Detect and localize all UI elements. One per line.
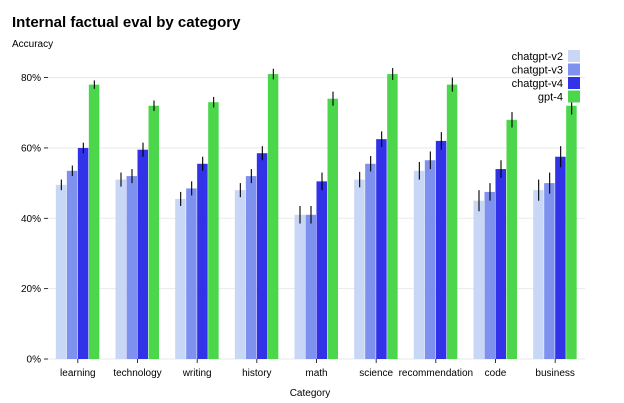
y-tick-label: 20% — [21, 284, 41, 295]
bar — [376, 139, 387, 359]
bars — [55, 74, 577, 360]
bar — [66, 170, 78, 359]
bar — [245, 176, 257, 359]
y-axis-label: Accuracy — [12, 39, 53, 50]
bar — [555, 156, 566, 359]
x-tick-label: writing — [182, 368, 212, 379]
y-tick-label: 0% — [27, 355, 42, 366]
legend-label: chatgpt-v2 — [512, 51, 563, 63]
legend-swatch — [568, 50, 580, 62]
bar — [77, 147, 89, 359]
bar — [387, 74, 398, 359]
bar — [267, 74, 279, 359]
bar — [115, 179, 126, 359]
bar — [566, 105, 577, 360]
legend-label: chatgpt-v3 — [512, 65, 563, 77]
bar — [88, 84, 100, 359]
bar — [495, 169, 506, 359]
bar — [234, 190, 246, 359]
bar — [208, 102, 219, 359]
x-tick-label: technology — [113, 368, 161, 379]
bar — [305, 214, 316, 359]
x-tick-label: learning — [60, 368, 96, 379]
bar — [424, 160, 436, 359]
chart-title: Internal factual eval by category — [12, 14, 241, 31]
x-tick-label: science — [359, 368, 393, 379]
bar — [413, 170, 425, 359]
legend-swatch — [568, 63, 580, 76]
bar — [294, 214, 305, 359]
y-tick-label: 40% — [21, 214, 41, 225]
bar — [544, 183, 555, 359]
y-tick-label: 60% — [21, 143, 41, 154]
bar — [473, 200, 484, 359]
y-tick-label: 80% — [21, 73, 41, 84]
x-tick-label: code — [485, 368, 507, 379]
bar — [148, 105, 159, 360]
bar — [197, 163, 208, 359]
x-axis-label: Category — [290, 388, 331, 399]
legend-swatch — [568, 90, 580, 103]
bar — [137, 149, 148, 359]
x-tick-label: history — [242, 368, 271, 379]
bar — [484, 191, 495, 359]
bar — [506, 119, 517, 359]
legend-label: chatgpt-v4 — [512, 78, 563, 90]
bar — [316, 181, 327, 359]
bar — [354, 179, 365, 359]
bar — [365, 163, 376, 359]
x-tick-label: business — [535, 368, 574, 379]
bar — [126, 176, 137, 359]
legend-swatch — [568, 77, 580, 89]
bar — [55, 184, 67, 359]
legend-label: gpt-4 — [538, 92, 563, 104]
x-tick-label: recommendation — [399, 368, 473, 379]
bar — [533, 190, 544, 359]
y-axis-ticks: 0% 20% 40% 60% 80% — [21, 73, 48, 366]
x-axis-ticks: learning technology writing history math scie… — [60, 359, 575, 379]
bar — [186, 188, 197, 359]
bar — [435, 140, 447, 359]
bar — [256, 153, 268, 359]
bar — [327, 98, 338, 359]
bar — [446, 84, 458, 359]
bar — [175, 198, 186, 359]
x-tick-label: math — [305, 368, 327, 379]
